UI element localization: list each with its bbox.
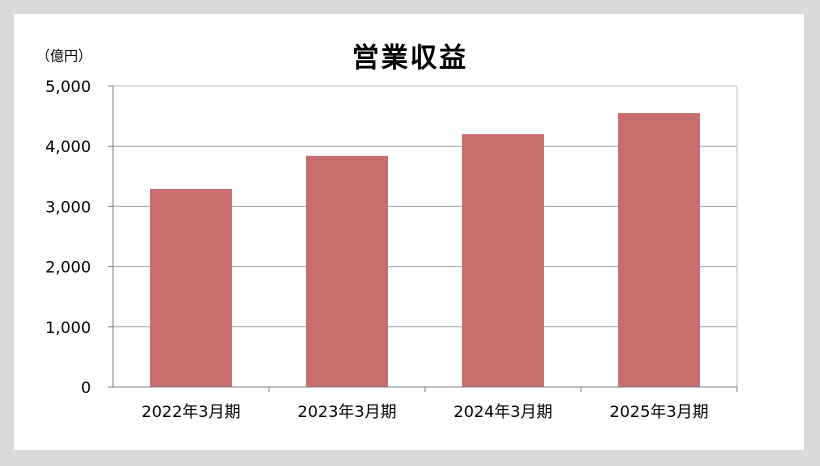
x-tick-label: 2022年3月期	[142, 402, 241, 421]
y-tick-label: 4,000	[45, 137, 91, 156]
chart-title: 営業収益	[352, 43, 468, 74]
y-tick-label: 1,000	[45, 318, 91, 337]
bar	[306, 155, 388, 387]
y-tick-label: 5,000	[45, 77, 91, 96]
y-tick-label: 0	[81, 378, 91, 397]
bar	[462, 134, 544, 387]
x-tick-label: 2024年3月期	[454, 402, 553, 421]
x-tick-label: 2025年3月期	[610, 402, 709, 421]
y-axis-unit-label: （億円）	[36, 49, 92, 65]
bar	[618, 113, 700, 387]
y-tick-label: 2,000	[45, 258, 91, 277]
bar	[150, 188, 232, 387]
x-tick-label: 2023年3月期	[298, 402, 397, 421]
y-tick-label: 3,000	[45, 197, 91, 216]
